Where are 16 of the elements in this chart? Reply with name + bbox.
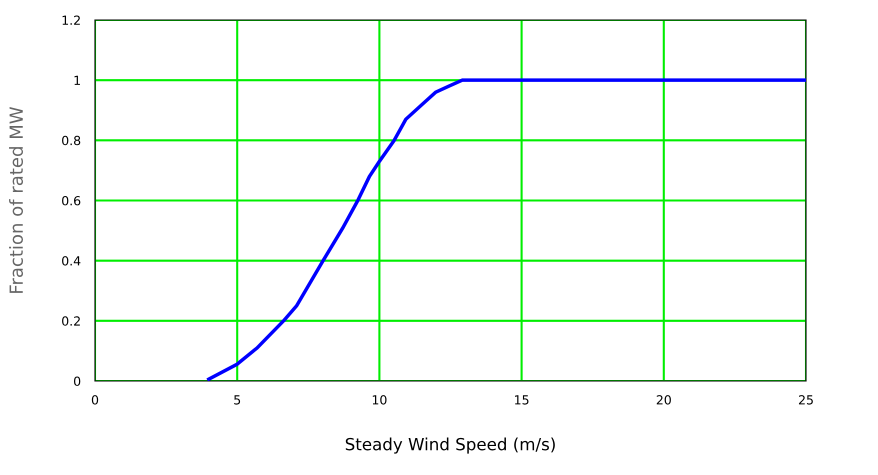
- x-tick-label: 10: [372, 395, 387, 405]
- y-tick-label: 0: [74, 376, 80, 386]
- x-tick-label: 0: [92, 395, 98, 405]
- y-tick-label: 0.6: [62, 196, 80, 206]
- x-tick-label: 25: [798, 395, 813, 405]
- y-tick-label: 0.2: [62, 316, 80, 326]
- y-axis-title: Fraction of rated MW: [9, 106, 24, 293]
- x-tick-label: 20: [656, 395, 671, 405]
- line-series: [207, 78, 806, 381]
- x-tick-label: 5: [234, 395, 240, 405]
- y-tick-label: 0.4: [62, 256, 80, 266]
- x-axis-title: Steady Wind Speed (m/s): [346, 438, 555, 454]
- y-tick-label: 0.8: [62, 136, 80, 146]
- y-tick-label: 1: [74, 76, 80, 85]
- x-tick-label: 15: [515, 395, 528, 405]
- y-tick-label: 1.2: [62, 15, 80, 25]
